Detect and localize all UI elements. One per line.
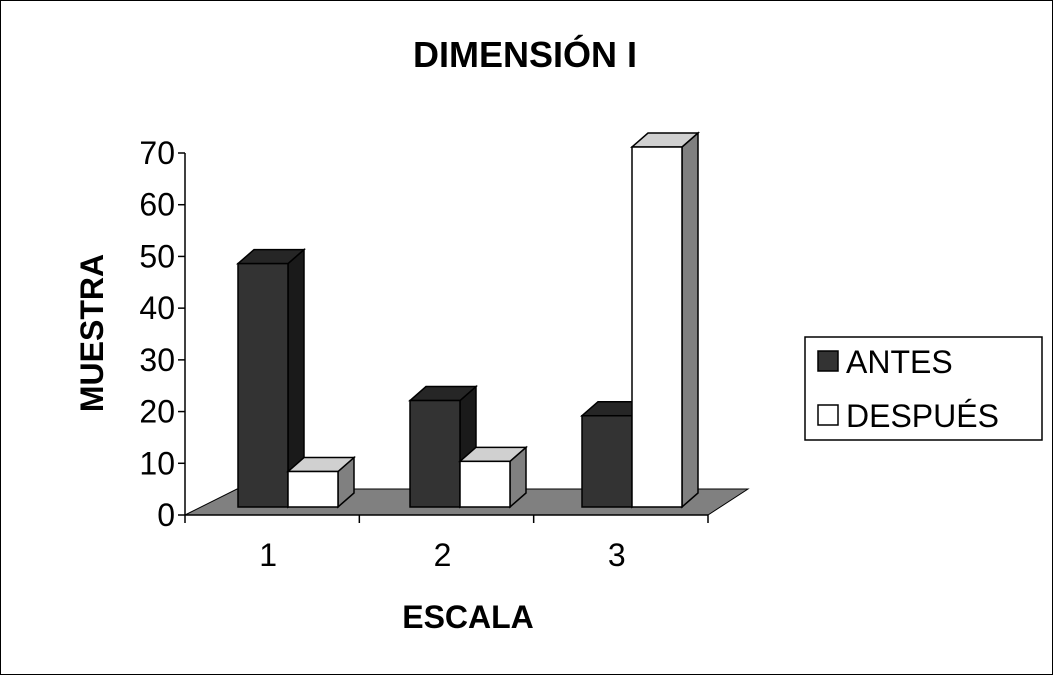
bar-front-face	[581, 414, 633, 508]
x-tick-label: 2	[434, 537, 452, 573]
x-axis-title: ESCALA	[402, 599, 534, 635]
y-axis: 0 10 20 30 40 50 60 70	[139, 135, 186, 533]
bar-front-face	[631, 146, 683, 508]
y-tick-label: 60	[139, 187, 175, 223]
bars	[236, 131, 700, 509]
bar-después-3	[630, 131, 700, 509]
legend-swatch-antes	[817, 350, 839, 372]
x-tick-label: 1	[259, 537, 277, 573]
y-tick-label: 50	[139, 238, 175, 274]
bar-front-face	[237, 262, 289, 508]
bar-front-face	[409, 399, 461, 508]
y-axis-title: MUESTRA	[74, 254, 110, 412]
y-tick-label: 30	[139, 342, 175, 378]
legend-swatch-despues	[817, 404, 839, 426]
y-tick-label: 40	[139, 290, 175, 326]
legend: ANTES DESPUÉS	[804, 336, 1043, 441]
y-tick-label: 10	[139, 445, 175, 481]
y-tick-label: 0	[157, 497, 175, 533]
bar-después-2	[458, 445, 528, 509]
bar-antes-1	[236, 247, 306, 509]
y-tick-label: 20	[139, 394, 175, 430]
x-tick-label: 3	[608, 537, 626, 573]
bar-después-1	[286, 455, 356, 509]
x-axis: 1 2 3	[184, 514, 709, 573]
bar-front-face	[287, 470, 339, 508]
chart-title: DIMENSIÓN I	[413, 33, 637, 75]
legend-label-despues: DESPUÉS	[846, 398, 999, 434]
y-tick-label: 70	[139, 135, 175, 171]
bar-side-face	[681, 131, 699, 509]
bar-front-face	[459, 460, 511, 508]
legend-box	[804, 336, 1043, 441]
legend-label-antes: ANTES	[846, 344, 953, 380]
